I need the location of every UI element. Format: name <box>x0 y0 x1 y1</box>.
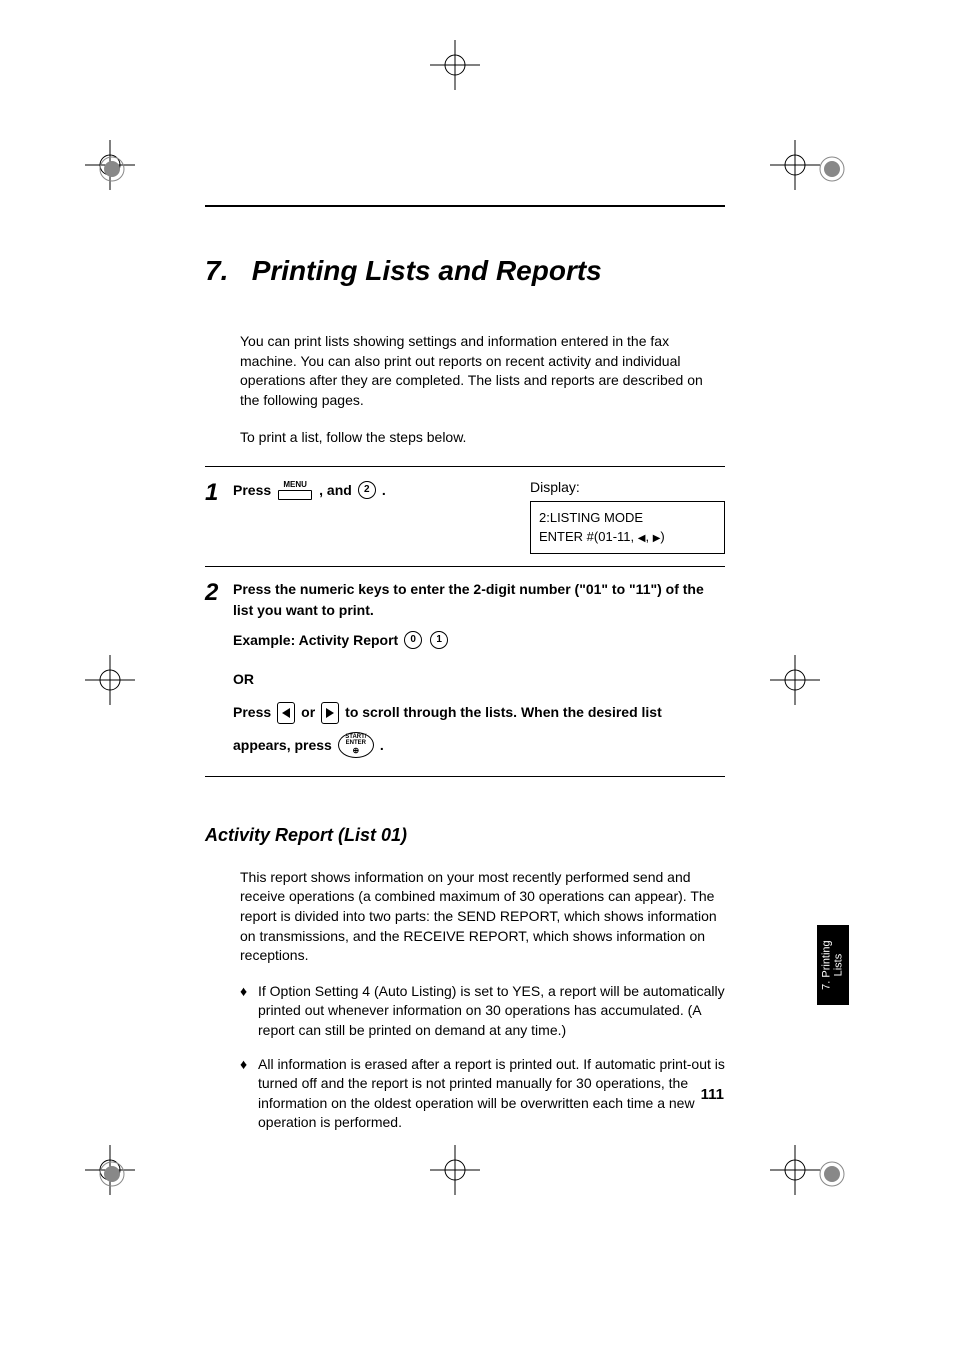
menu-button-icon: MENU <box>278 481 312 500</box>
bullet-2: ♦ All information is erased after a repo… <box>240 1055 725 1133</box>
display-line-1: 2:LISTING MODE <box>539 508 716 528</box>
step-2: 2 Press the numeric keys to enter the 2-… <box>205 567 725 776</box>
bullet-2-text: All information is erased after a report… <box>258 1055 725 1133</box>
intro-paragraph-2: To print a list, follow the steps below. <box>240 428 725 448</box>
corner-circle-tr <box>818 155 846 183</box>
step-1-press: Press <box>233 479 271 501</box>
step-2-number: 2 <box>205 581 233 605</box>
step-1-number: 1 <box>205 481 233 505</box>
chapter-title: 7. Printing Lists and Reports <box>205 255 725 287</box>
steps-container: 1 Press MENU , and 2 . Display: <box>205 466 725 777</box>
registration-mark-bottom-right <box>770 1145 820 1195</box>
registration-mark-top-right <box>770 140 820 190</box>
step-1: 1 Press MENU , and 2 . Display: <box>205 467 725 566</box>
chapter-title-text: Printing Lists and Reports <box>252 255 602 286</box>
start-enter-icon: START/ ENTER ⊕ <box>338 732 374 758</box>
bullet-1: ♦ If Option Setting 4 (Auto Listing) is … <box>240 982 725 1041</box>
display-label: Display: <box>530 479 725 495</box>
side-tab: 7. Printing Lists <box>817 925 849 1005</box>
menu-label: MENU <box>283 481 307 489</box>
scroll-press: Press <box>233 701 271 723</box>
display-line-2: ENTER #(01-11, ◀, ▶) <box>539 527 716 547</box>
side-tab-text: 7. Printing Lists <box>821 940 845 990</box>
registration-mark-middle-right <box>770 655 820 705</box>
step-1-period: . <box>382 479 386 501</box>
intro-paragraph-1: You can print lists showing settings and… <box>240 332 725 410</box>
section-title: Activity Report (List 01) <box>205 825 725 846</box>
key-2-icon: 2 <box>358 481 376 499</box>
scroll-text: to scroll through the lists. When the de… <box>345 701 662 723</box>
appears-text: appears, press <box>233 734 332 756</box>
bullet-marker-icon: ♦ <box>240 982 258 1041</box>
step-divider <box>205 776 725 777</box>
step-2-period: . <box>380 734 384 756</box>
right-arrow-icon <box>321 702 339 724</box>
step-1-and: , and <box>319 479 352 501</box>
scroll-or: or <box>301 701 315 723</box>
registration-mark-middle-left <box>85 655 135 705</box>
top-rule <box>205 205 725 207</box>
display-box: 2:LISTING MODE ENTER #(01-11, ◀, ▶) <box>530 501 725 554</box>
display-column: Display: 2:LISTING MODE ENTER #(01-11, ◀… <box>530 479 725 554</box>
key-0-icon: 0 <box>404 631 422 649</box>
key-1-icon: 1 <box>430 631 448 649</box>
corner-circle-br <box>818 1160 846 1188</box>
page-number: 111 <box>701 1086 724 1103</box>
left-arrow-icon <box>277 702 295 724</box>
example-label: Example: Activity Report <box>233 629 398 651</box>
page-content: 7. Printing Lists and Reports You can pr… <box>205 205 725 1147</box>
registration-mark-bottom-middle <box>430 1145 480 1195</box>
chapter-number: 7. <box>205 255 228 286</box>
bullet-marker-icon: ♦ <box>240 1055 258 1133</box>
bullet-1-text: If Option Setting 4 (Auto Listing) is se… <box>258 982 725 1041</box>
step-2-line-1: Press the numeric keys to enter the 2-di… <box>233 579 725 621</box>
section-paragraph: This report shows information on your mo… <box>240 868 725 966</box>
registration-mark-top-middle <box>430 40 480 90</box>
or-text: OR <box>233 671 725 687</box>
corner-circle-tl <box>98 155 126 183</box>
corner-circle-bl <box>98 1160 126 1188</box>
